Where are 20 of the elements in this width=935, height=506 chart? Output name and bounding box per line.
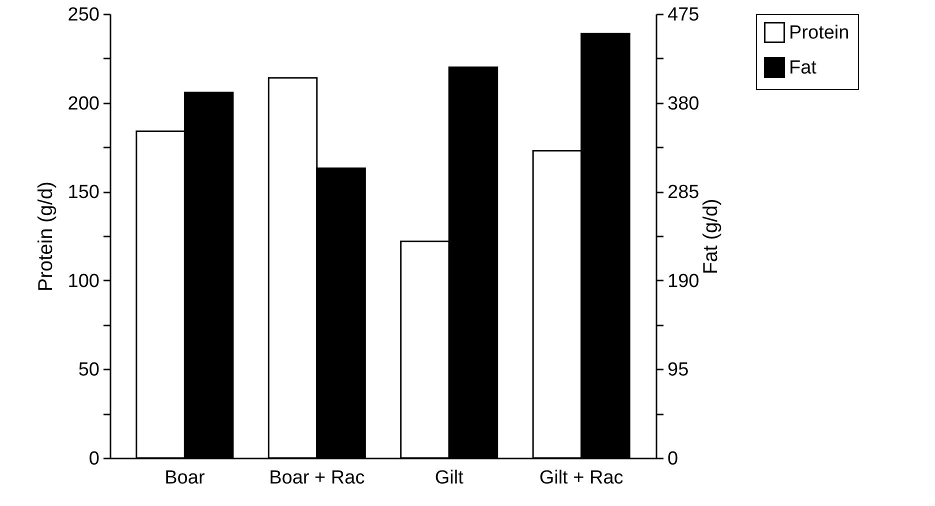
y2-tick-label: 475	[668, 4, 700, 26]
x-tick-label: Gilt + Rac	[539, 468, 624, 488]
y2-tick-label: 285	[668, 182, 700, 204]
y-tick-label: 200	[68, 93, 100, 114]
y2-tick-label: 95	[668, 360, 689, 381]
x-tick-label: Boar	[164, 468, 206, 488]
y2-tick-label: 380	[668, 93, 700, 114]
y-tick-label: 50	[78, 360, 100, 381]
legend-label: Fat	[789, 58, 818, 78]
y2-axis-title: Fat (g/d)	[700, 198, 722, 274]
y-tick-label: 250	[68, 4, 100, 26]
y2-tick-label: 0	[668, 448, 678, 470]
x-tick-label: Boar + Rac	[269, 468, 365, 488]
legend-label: Protein	[789, 22, 850, 44]
y-axis-title: Protein (g/d)	[34, 181, 57, 292]
x-tick-label: Gilt	[434, 468, 464, 488]
y2-tick-label: 190	[668, 270, 700, 292]
y-tick-label: 0	[88, 448, 100, 470]
y-tick-label: 100	[68, 270, 100, 292]
y-tick-label: 150	[68, 182, 100, 204]
